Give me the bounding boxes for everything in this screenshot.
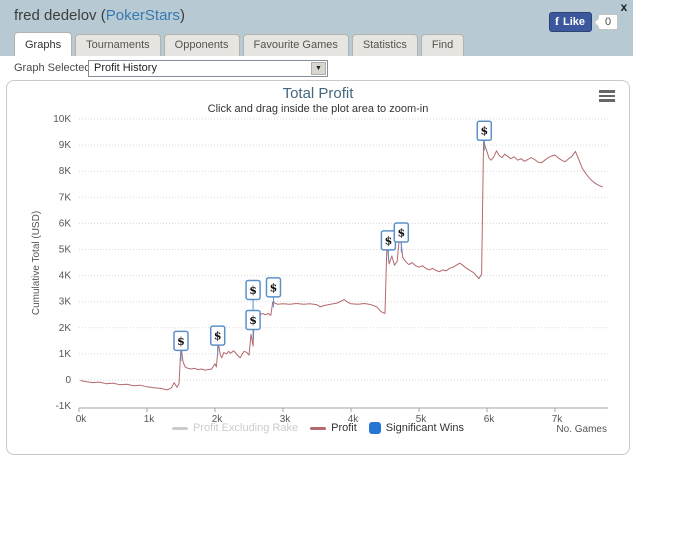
legend-line-swatch (171, 426, 188, 430)
dollar-icon: $ (270, 281, 278, 294)
facebook-like-button[interactable]: f Like (549, 12, 593, 32)
legend-item-significant-wins[interactable]: Significant Wins (368, 422, 465, 434)
chevron-down-icon[interactable]: ▼ (311, 62, 326, 75)
tab-bar: Graphs Tournaments Opponents Favourite Game… (14, 32, 465, 56)
legend-item-profit[interactable]: Profit (310, 422, 357, 434)
header-bar: fred dedelov (PokerStars) f Like 0 x Grap… (0, 0, 633, 56)
significant-win-flag[interactable] (209, 325, 226, 346)
tab-favourite-games[interactable]: Favourite Games (242, 34, 349, 56)
y-tick-label: 1K (59, 349, 72, 360)
dollar-icon: $ (480, 125, 488, 138)
graph-select-value: Profit History (94, 62, 157, 74)
y-tick-label: 9K (59, 140, 72, 151)
significant-win-flag[interactable] (173, 330, 189, 352)
tab-statistics[interactable]: Statistics (351, 34, 418, 56)
facebook-icon: f (555, 14, 559, 28)
like-button-label: Like (563, 15, 586, 28)
x-tick-label: 1k (144, 414, 156, 425)
player-name: fred dedelov ( (14, 7, 106, 24)
x-tick-label: 4k (348, 414, 360, 425)
significant-win-flag[interactable] (245, 279, 261, 301)
y-axis-title: Cumulative Total (USD) (31, 211, 42, 315)
tab-find[interactable]: Find (420, 34, 465, 56)
y-tick-label: 0 (65, 375, 71, 386)
legend-label: Profit (331, 422, 357, 434)
chart-subtitle: Click and drag inside the plot area to z… (207, 103, 429, 115)
dollar-icon: $ (397, 227, 405, 240)
y-tick-label: 3K (59, 297, 72, 308)
x-tick-label: 6k (484, 414, 496, 425)
legend-flag-swatch (368, 422, 381, 434)
x-tick-label: 2k (212, 414, 224, 425)
x-tick-label: 3k (280, 414, 292, 425)
title-suffix: ) (179, 7, 185, 24)
legend-item-profit-excluding-rake[interactable]: Profit Excluding Rake (171, 422, 299, 434)
profit-chart-plot-area[interactable]: 10K 9K 8K 7K 6K 5K 4K 3K 2K 1K 0 -1K 0k 1k 2k 3k 4k 5k 6k 7… (7, 81, 629, 454)
y-tick-label: 8K (59, 166, 72, 177)
site-link[interactable]: PokerStars (105, 7, 180, 24)
significant-win-flag[interactable] (245, 309, 261, 331)
y-tick-label: 4K (59, 271, 72, 282)
x-tick-label: 0k (76, 414, 88, 425)
significant-win-flag[interactable] (393, 222, 410, 243)
y-tick-label: 2K (59, 323, 72, 334)
profit-line-series (80, 139, 603, 391)
tab-tournaments[interactable]: Tournaments (75, 34, 161, 56)
close-icon[interactable]: x (620, 0, 628, 14)
legend-label: Significant Wins (385, 422, 465, 434)
chart-menu-icon[interactable] (599, 90, 615, 104)
x-axis-title: No. Games (556, 424, 607, 435)
y-tick-label: 5K (59, 245, 72, 256)
tab-graphs[interactable]: Graphs (14, 32, 73, 56)
x-tick-label: 7k (552, 414, 564, 425)
graph-selector-row: Graph Selected: Profit History ▼ (0, 56, 633, 80)
dollar-icon: $ (249, 314, 257, 327)
significant-win-flag[interactable] (265, 277, 282, 298)
chart-title: Total Profit (282, 85, 354, 102)
page-title: fred dedelov (PokerStars) (14, 7, 185, 24)
dollar-icon: $ (214, 330, 222, 343)
legend-label: Profit Excluding Rake (192, 422, 299, 434)
like-count-badge: 0 (598, 14, 619, 30)
dollar-icon: $ (177, 335, 185, 348)
x-tick-label: 5k (416, 414, 428, 425)
y-tick-label: 7K (59, 192, 72, 203)
dollar-icon: $ (249, 284, 257, 297)
facebook-like-widget: f Like 0 (549, 12, 619, 32)
chart-panel: Total Profit Click and drag inside the p… (6, 80, 630, 455)
dollar-icon: $ (385, 234, 393, 247)
y-tick-label: -1K (55, 401, 71, 412)
y-tick-label: 10K (53, 114, 71, 125)
significant-win-flag[interactable] (476, 120, 493, 141)
tab-opponents[interactable]: Opponents (163, 34, 240, 56)
legend-line-swatch (310, 426, 327, 430)
y-tick-label: 6K (59, 218, 72, 229)
graph-select-dropdown[interactable]: Profit History ▼ (88, 60, 328, 77)
graph-selected-label: Graph Selected: (14, 62, 94, 74)
chart-legend: Profit Excluding Rake Profit Significant W… (7, 422, 629, 434)
